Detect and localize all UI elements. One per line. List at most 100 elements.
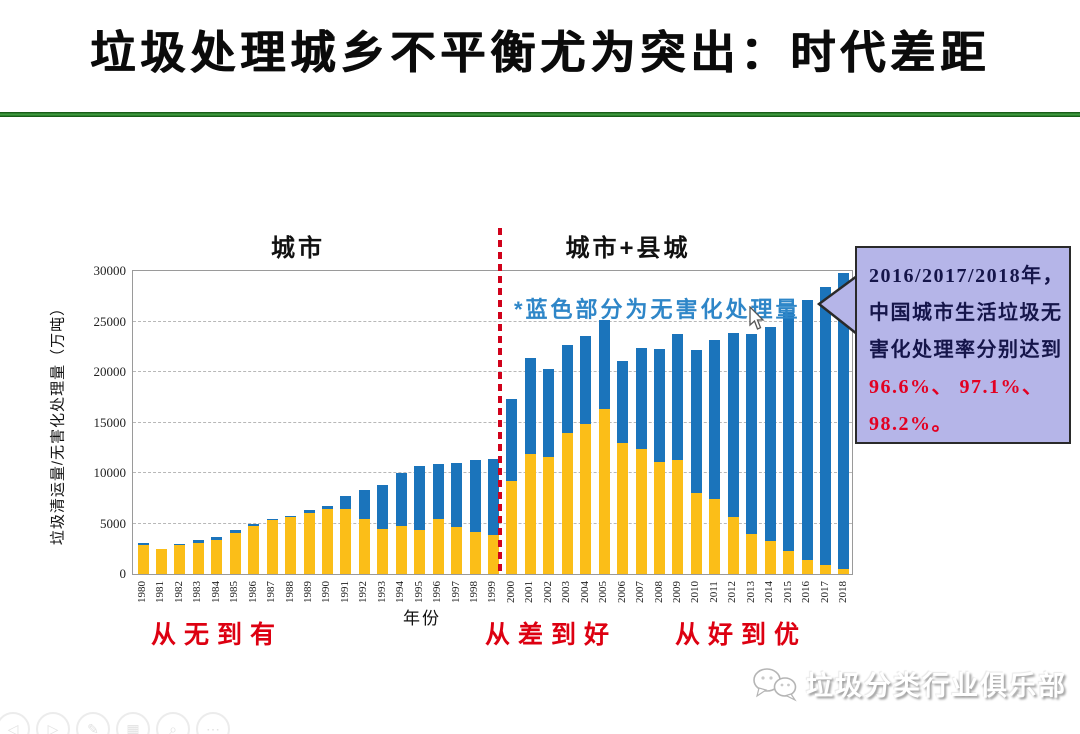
bar-segment-yellow	[690, 493, 702, 574]
bar-segment-blue	[192, 540, 204, 543]
bar-segment-yellow	[746, 533, 758, 574]
bar-segment-yellow	[838, 568, 850, 574]
bar-group-2012	[727, 332, 739, 574]
x-axis-title: 年份	[403, 609, 441, 628]
wechat-bubbles-icon	[753, 667, 797, 702]
bar-segment-yellow	[783, 550, 795, 574]
region-label-city: 城市	[271, 235, 325, 262]
bar-segment-yellow	[654, 461, 666, 574]
bar-segment-yellow	[303, 512, 315, 574]
y-axis-title: 垃圾清运量/无害化处理量（万吨）	[49, 299, 67, 546]
era-divider-line	[498, 228, 502, 573]
bar-group-2008	[654, 348, 666, 574]
bar-segment-blue	[395, 473, 407, 526]
bar-segment-yellow	[451, 526, 463, 574]
bar-group-1995	[414, 465, 426, 574]
bar-group-1981	[155, 548, 167, 574]
callout-percentages: 98.2%。	[869, 413, 953, 435]
magnifier-icon[interactable]: ⌕	[156, 712, 190, 734]
bar-segment-yellow	[635, 448, 647, 574]
bar-segment-yellow	[561, 432, 573, 574]
bar-segment-blue	[709, 339, 721, 500]
bar-segment-yellow	[487, 534, 499, 574]
bar-segment-yellow	[358, 518, 370, 574]
grid-icon[interactable]: ▦	[116, 712, 150, 734]
bar-group-2018	[838, 273, 850, 574]
callout-tail	[816, 274, 858, 336]
bar-group-2016	[801, 300, 813, 574]
y-tick-label: 15000	[93, 414, 127, 430]
bar-segment-blue	[561, 344, 573, 433]
bar-group-2003	[561, 344, 573, 574]
bar-group-1992	[358, 490, 370, 574]
bar-segment-blue	[764, 326, 776, 541]
bar-segment-blue	[469, 459, 481, 532]
mouse-cursor-icon	[749, 306, 765, 330]
bar-segment-yellow	[432, 519, 444, 574]
bar-segment-blue	[635, 347, 647, 449]
bar-segment-blue	[451, 462, 463, 527]
bar-segment-yellow	[672, 459, 684, 574]
bar-segment-blue	[654, 348, 666, 462]
bar-segment-blue	[580, 335, 592, 424]
bar-group-2001	[524, 357, 536, 574]
bar-group-1989	[303, 510, 315, 574]
bar-group-1980	[137, 542, 149, 574]
bar-group-2002	[543, 368, 555, 574]
bar-segment-yellow	[395, 525, 407, 574]
bar-segment-blue	[266, 518, 278, 521]
bar-group-2017	[820, 287, 832, 574]
bar-segment-blue	[838, 273, 850, 569]
bar-segment-yellow	[506, 481, 518, 574]
bar-group-2014	[764, 326, 776, 574]
region-label-city-county: 城市+县城	[565, 235, 691, 262]
bar-group-1993	[377, 484, 389, 574]
bar-group-1991	[340, 496, 352, 574]
bar-segment-yellow	[285, 517, 297, 574]
bar-segment-yellow	[377, 528, 389, 574]
watermark: 垃圾分类行业俱乐部	[752, 664, 1067, 703]
bar-group-1990	[321, 505, 333, 574]
bar-segment-yellow	[192, 542, 204, 574]
watermark-text: 垃圾分类行业俱乐部	[806, 671, 1067, 701]
bar-segment-blue	[598, 319, 610, 410]
more-icon[interactable]: ⋯	[196, 712, 230, 734]
bar-group-1986	[248, 523, 260, 574]
bar-group-1982	[174, 543, 186, 574]
bar-group-1985	[229, 529, 241, 574]
play-icon[interactable]: ▷	[36, 712, 70, 734]
bar-segment-blue	[543, 368, 555, 457]
bar-group-2010	[690, 349, 702, 574]
bar-group-2013	[746, 333, 758, 574]
bar-segment-blue	[801, 300, 813, 560]
bar-group-1984	[211, 537, 223, 574]
phase-label-3: 从好到优	[674, 621, 808, 649]
bar-segment-yellow	[764, 540, 776, 574]
previous-icon[interactable]: ◁	[0, 712, 30, 734]
bar-segment-yellow	[580, 423, 592, 574]
bar-segment-blue	[617, 360, 629, 443]
callout-percentages: 96.6%、 97.1%、	[869, 376, 1044, 398]
gridline	[133, 320, 852, 322]
bar-segment-yellow	[414, 530, 426, 574]
y-tick-label: 10000	[93, 465, 127, 480]
bar-segment-blue	[432, 464, 444, 520]
bar-segment-blue	[174, 543, 186, 546]
bar-segment-yellow	[524, 453, 536, 574]
bar-segment-blue	[820, 287, 832, 565]
gridline	[133, 421, 852, 423]
pencil-icon[interactable]: ✎	[76, 712, 110, 734]
bar-segment-blue	[690, 349, 702, 494]
bar-group-2006	[617, 360, 629, 574]
bar-group-2011	[709, 339, 721, 574]
bar-segment-blue	[340, 496, 352, 510]
bar-group-1997	[451, 462, 463, 574]
page-title: 垃圾处理城乡不平衡尤为突出：时代差距	[89, 27, 990, 78]
bar-group-2004	[580, 335, 592, 574]
bar-segment-yellow	[211, 539, 223, 574]
bar-segment-yellow	[727, 517, 739, 574]
bar-segment-blue	[358, 490, 370, 519]
callout-line: 2016/2017/2018年，	[869, 265, 1065, 287]
callout-line: 害化处理率分别达到	[869, 339, 1063, 361]
bar-segment-blue	[321, 505, 333, 509]
